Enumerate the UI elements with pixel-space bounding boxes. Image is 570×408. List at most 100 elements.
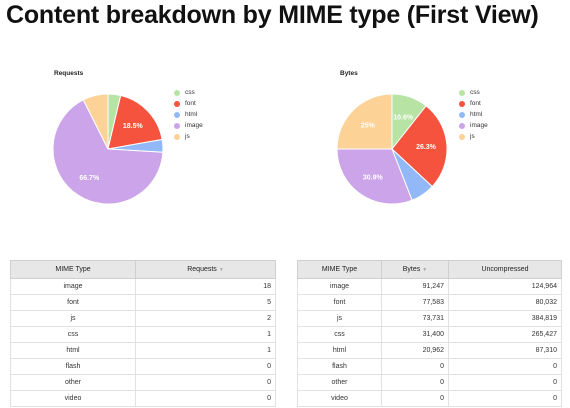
value-cell: 0 <box>135 374 276 391</box>
page-title: Content breakdown by MIME type (First Vi… <box>6 1 539 29</box>
pie-label-js: 25% <box>361 122 376 129</box>
table-row: image 91,247 124,964 <box>297 278 562 295</box>
column-header-bytes-label: Bytes <box>402 266 421 273</box>
mime-type-cell: html <box>297 342 382 359</box>
legend-swatch <box>459 133 465 140</box>
table-row: other 0 0 <box>297 374 562 391</box>
table-row: css 1 <box>10 326 276 343</box>
pie-slice-font <box>107 94 163 150</box>
pie-slice-image <box>52 99 164 205</box>
legend-label: html <box>470 111 483 118</box>
legend-swatch <box>459 111 465 118</box>
pie-slice-js <box>82 93 109 150</box>
table-row: video 0 0 <box>297 390 562 407</box>
value-cell: 0 <box>448 374 562 391</box>
table-row: font 5 <box>10 294 276 311</box>
legend-label: image <box>185 122 203 129</box>
table-row: video 0 <box>10 390 276 407</box>
pie-label-image: 66.7% <box>79 175 100 182</box>
value-cell: 77,583 <box>381 294 449 311</box>
mime-type-cell: css <box>10 326 136 343</box>
mime-type-cell: js <box>10 310 136 327</box>
bytes-table: MIME Type Bytes ▼ Uncompressed image 91,24… <box>297 260 562 407</box>
requests-chart: Requests 18.5% 66.7% css font html image js <box>0 60 280 210</box>
legend-label: js <box>470 133 475 140</box>
legend-item-image: image <box>174 120 203 131</box>
value-cell: 91,247 <box>381 278 449 295</box>
legend-item-image: image <box>459 120 488 131</box>
legend-swatch <box>174 100 180 107</box>
mime-type-cell: other <box>10 374 136 391</box>
mime-type-cell: js <box>297 310 382 327</box>
pie-label-css: 10.6% <box>393 114 414 121</box>
table-row: font 77,583 80,032 <box>297 294 562 311</box>
legend-item-css: css <box>174 87 203 98</box>
value-cell: 87,310 <box>448 342 562 359</box>
legend-item-html: html <box>459 109 488 120</box>
bytes-chart-title: Bytes <box>340 70 358 77</box>
legend-label: font <box>185 100 196 107</box>
value-cell: 124,964 <box>448 278 562 295</box>
legend-label: css <box>470 89 480 96</box>
table-row: html 20,962 87,310 <box>297 342 562 359</box>
legend-label: css <box>185 89 195 96</box>
requests-pie: 18.5% 66.7% <box>52 93 164 205</box>
bytes-legend: css font html image js <box>459 87 488 142</box>
mime-type-cell: video <box>10 390 136 407</box>
table-row: js 2 <box>10 310 276 327</box>
mime-type-cell: font <box>297 294 382 311</box>
value-cell: 18 <box>135 278 276 295</box>
pie-slice-font <box>391 105 448 188</box>
table-row: flash 0 <box>10 358 276 375</box>
value-cell: 0 <box>448 390 562 407</box>
value-cell: 0 <box>135 390 276 407</box>
value-cell: 1 <box>135 326 276 343</box>
value-cell: 80,032 <box>448 294 562 311</box>
legend-swatch <box>459 89 465 96</box>
column-header-requests[interactable]: Requests ▼ <box>135 260 276 279</box>
legend-item-font: font <box>174 98 203 109</box>
legend-swatch <box>174 133 180 140</box>
requests-legend: css font html image js <box>174 87 203 142</box>
value-cell: 31,400 <box>381 326 449 343</box>
value-cell: 265,427 <box>448 326 562 343</box>
bytes-chart: Bytes 10.6% 26.3% 30.9% 25% css font html imag… <box>285 60 565 210</box>
legend-label: js <box>185 133 190 140</box>
value-cell: 0 <box>448 358 562 375</box>
value-cell: 20,962 <box>381 342 449 359</box>
pie-slice-image <box>336 148 413 205</box>
column-header-bytes[interactable]: Bytes ▼ <box>381 260 449 279</box>
legend-item-font: font <box>459 98 488 109</box>
value-cell: 73,731 <box>381 310 449 327</box>
value-cell: 384,819 <box>448 310 562 327</box>
column-header-mime-type[interactable]: MIME Type <box>10 260 136 279</box>
table-row: css 31,400 265,427 <box>297 326 562 343</box>
pie-label-font: 18.5% <box>123 123 144 130</box>
mime-type-cell: image <box>10 278 136 295</box>
legend-swatch <box>174 89 180 96</box>
value-cell: 0 <box>381 390 449 407</box>
column-header-mime-type[interactable]: MIME Type <box>297 260 382 279</box>
legend-swatch <box>174 111 180 118</box>
value-cell: 0 <box>381 358 449 375</box>
legend-swatch <box>459 100 465 107</box>
legend-label: font <box>470 100 481 107</box>
requests-table: MIME Type Requests ▼ image 18 font 5 js 2 css 1 h… <box>10 260 276 407</box>
legend-item-html: html <box>174 109 203 120</box>
column-header-uncompressed[interactable]: Uncompressed <box>448 260 562 279</box>
table-row: other 0 <box>10 374 276 391</box>
pie-label-image: 30.9% <box>363 175 384 182</box>
legend-item-js: js <box>174 131 203 142</box>
mime-type-cell: flash <box>297 358 382 375</box>
pie-label-font: 26.3% <box>416 144 437 151</box>
sort-down-icon: ▼ <box>218 267 224 273</box>
legend-item-js: js <box>459 131 488 142</box>
table-row: image 18 <box>10 278 276 295</box>
pie-slice-js <box>336 93 393 150</box>
value-cell: 0 <box>135 358 276 375</box>
legend-swatch <box>174 122 180 129</box>
mime-type-cell: video <box>297 390 382 407</box>
bytes-pie: 10.6% 26.3% 30.9% 25% <box>336 93 448 205</box>
value-cell: 5 <box>135 294 276 311</box>
value-cell: 1 <box>135 342 276 359</box>
